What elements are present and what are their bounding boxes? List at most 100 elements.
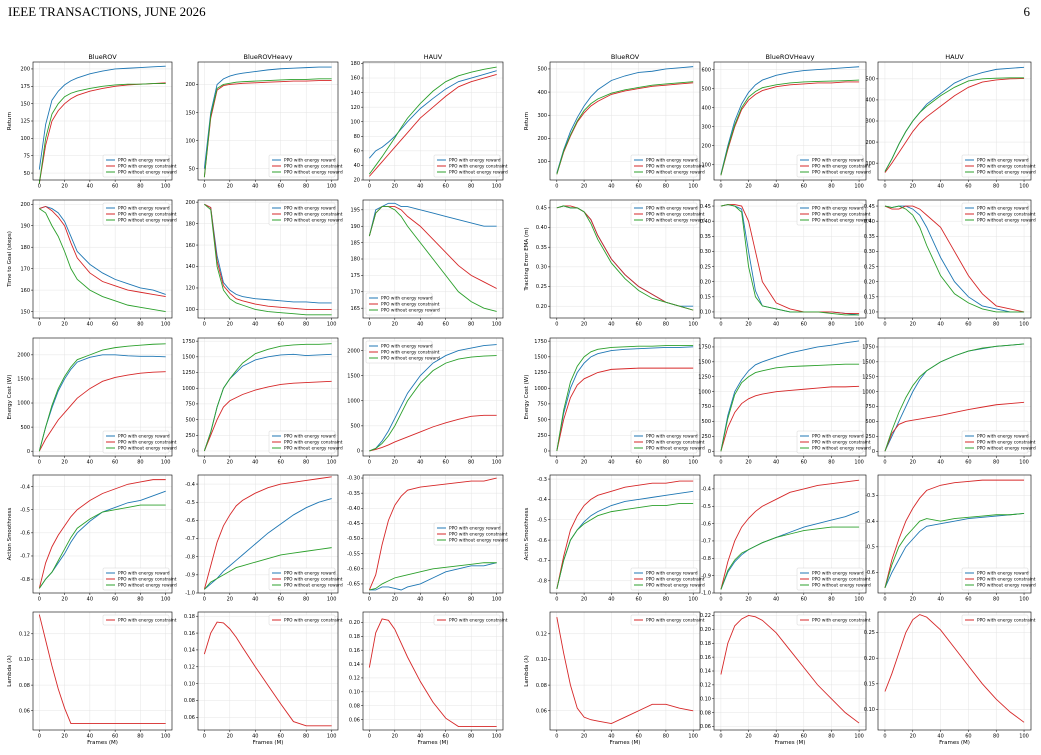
y-tick-label: 0.10 [536,657,547,663]
x-tick-label: 0 [38,734,41,740]
legend-label: PPO with energy reward [812,206,864,212]
series-line [884,205,1025,313]
legend-label: PPO with energy constraint [284,577,343,583]
x-tick-label: 60 [443,322,449,328]
x-tick-label: 100 [688,597,698,603]
y-tick-label: 195 [350,208,360,214]
series-line [720,204,860,314]
y-tick-label: 1500 [862,360,875,366]
x-tick-label: 40 [773,734,779,740]
subplot: 0 20 40 60 80 100 0.10 0.15 0.20 0.25 0.30 0.35 0.40… [700,199,871,328]
y-tick-label: 1750 [862,345,875,351]
y-tick-label: 0.06 [700,724,711,730]
x-tick-label: 20 [392,597,398,603]
series-line [38,479,166,589]
series-line [720,614,860,724]
y-tick-label: -0.6 [20,531,30,537]
y-tick-label: 0.35 [864,234,875,240]
x-tick-label: 0 [883,322,886,328]
subplot: 0 20 40 60 80 100 20 40 60 80 100 120 140 160 180 PPO w… [350,53,507,190]
legend-label: PPO with energy constraint [646,440,705,446]
legend-label: PPO with energy constraint [977,618,1036,624]
y-tick-label: -0.5 [185,500,195,506]
y-tick-label: 1500 [17,377,30,383]
x-tick-label: 80 [303,460,309,466]
y-tick-label: -0.50 [347,536,360,542]
y-tick-label: -0.65 [347,582,360,588]
legend-box [365,292,433,316]
series-line [369,73,497,177]
x-tick-label: 20 [745,184,751,190]
x-tick-label: 0 [883,184,886,190]
x-tick-label: 100 [327,184,337,190]
x-tick-label: 100 [1019,184,1029,190]
series-line [39,205,166,295]
plot-frame [877,611,1032,731]
y-tick-label: 180 [350,257,360,263]
legend-label: PPO with energy reward [646,206,698,212]
y-tick-label: 300 [701,124,711,130]
y-tick-label: 1500 [347,373,360,379]
y-axis-label: Action Smoothness [524,507,530,560]
x-tick-label: 0 [203,184,206,190]
running-header: IEEE TRANSACTIONS, JUNE 2026 [8,4,206,19]
y-tick-label: 185 [350,240,360,246]
y-tick-label: 140 [185,264,195,270]
subplot: 0 20 40 60 80 100 0.06 0.08 0.10 0.12 PPO with ene… [7,611,177,746]
plot-frame [32,611,173,731]
legend-label: PPO with energy constraint [449,164,508,170]
y-tick-label: 0.18 [184,614,195,620]
y-tick-label: -1.0 [185,591,195,597]
series-line [203,380,332,452]
x-tick-label: 40 [608,597,614,603]
series-line [368,477,497,591]
y-tick-label: 750 [185,402,195,408]
x-tick-label: 20 [745,460,751,466]
y-tick-label: 600 [701,67,711,73]
y-tick-label: 200 [20,67,30,73]
subplot: 0 20 40 60 80 100 50 75 100 125 150 175 200 PPO with … [7,53,177,190]
x-tick-label: 0 [719,597,722,603]
legend-label: PPO without energy reward [812,446,871,452]
x-tick-label: 60 [965,734,971,740]
x-tick-label: 80 [468,597,474,603]
x-tick-label: 20 [581,322,587,328]
x-tick-label: 60 [801,734,807,740]
legend-label: PPO with energy constraint [449,532,508,538]
y-tick-label: -0.9 [701,573,711,579]
series-line [884,401,1025,452]
x-tick-label: 20 [227,597,233,603]
x-tick-label: 100 [327,322,337,328]
y-tick-label: 0.08 [700,710,711,716]
legend-label: PPO without energy reward [449,170,508,176]
x-tick-label: 100 [688,734,698,740]
plot-frame [713,474,867,594]
legend-label: PPO without energy reward [381,356,440,362]
series-line [884,343,1025,452]
legend-box [365,340,433,364]
y-tick-label: 0.35 [700,234,711,240]
y-tick-label: 200 [185,200,195,206]
x-tick-label: 100 [327,734,337,740]
x-tick-label: 0 [719,734,722,740]
legend-label: PPO without energy reward [449,538,508,544]
y-tick-label: 0.40 [536,225,547,231]
y-tick-label: 0.30 [536,265,547,271]
x-tick-label: 80 [468,184,474,190]
plot-area [363,612,503,730]
y-tick-label: 150 [185,110,195,116]
plot-area [550,612,700,730]
subplot-title: HAUV [424,53,443,61]
legend-box [961,614,1029,626]
y-tick-label: 200 [20,202,30,208]
y-tick-label: 100 [350,119,360,125]
x-tick-label: 100 [854,460,864,466]
legend-box [102,154,170,178]
x-tick-label: 20 [392,460,398,466]
